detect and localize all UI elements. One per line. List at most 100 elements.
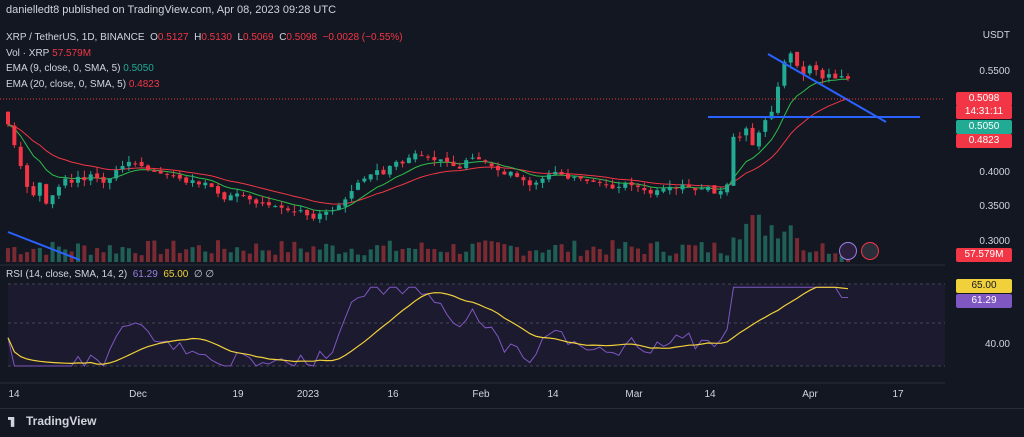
candle-body [464,160,469,169]
volume-bar [489,241,494,262]
candle-body [846,76,850,79]
high-value: 0.5130 [201,32,232,43]
candle-body [266,202,271,206]
price-chart[interactable] [0,0,1024,408]
candle-body [228,195,233,201]
candle-body [133,163,138,165]
rsi-ma-line [7,286,849,365]
volume-bar [381,245,386,262]
us-flag-event-icon[interactable] [861,242,879,260]
candle-body [298,210,303,212]
volume-bar [317,249,322,262]
y-tick: 0.4000 [979,167,1010,178]
volume-bar [82,245,87,262]
x-tick: 14 [547,389,559,400]
volume-bar [731,237,736,262]
candle-body [642,187,647,191]
y-tick: 0.5500 [979,66,1010,77]
ema9-label[interactable]: EMA (9, close, 0, SMA, 5) [6,63,121,74]
volume-bar [349,248,354,262]
candle-body [623,183,628,188]
volume-bar [235,247,240,262]
candle-body [196,181,201,185]
candle-body [311,213,316,219]
volume-bar [400,248,405,262]
ema20-label[interactable]: EMA (20, close, 0, SMA, 5) [6,78,127,90]
candle-body [152,170,157,172]
volume-bar [566,251,570,262]
volume-bar [44,254,49,262]
volume-bar [133,253,138,262]
volume-bar [807,252,812,262]
y-tick: 0.3500 [979,201,1010,212]
lightning-event-icon[interactable] [839,242,857,260]
rsi-label[interactable]: RSI (14, close, SMA, 14, 2) [6,269,128,280]
candle-body [807,65,812,74]
candle-body [387,166,392,175]
ema20-price-tag: 0.4823 [956,134,1012,148]
volume-bar [18,254,23,262]
volume-bar [419,242,424,262]
candle-body [667,186,672,191]
volume-bar [578,255,583,262]
volume-bar [585,250,590,262]
candle-body [343,199,348,207]
candle-body [712,185,717,194]
candle-body [731,136,736,186]
price-pane [0,0,945,265]
volume-bar [737,239,742,262]
volume-bar [152,240,157,262]
volume-label[interactable]: Vol · XRP [6,47,50,59]
last-price-tag: 0.5098 [956,92,1012,106]
candle-body [432,157,437,161]
volume-bar [101,252,106,262]
volume-bar [171,240,176,262]
volume-bar [146,240,150,262]
candle-body [286,208,290,211]
volume-bar [222,248,227,262]
rsi-ma-tag: 65.00 [956,279,1012,293]
volume-bar [718,253,723,262]
candle-body [515,173,520,177]
volume-bar [139,255,144,262]
rsi-tag: 61.29 [956,294,1012,308]
candle-body [50,195,55,205]
symbol-label[interactable]: XRP / TetherUS, 1D, BINANCE [6,32,145,43]
candle-body [165,173,170,175]
candle-body [457,166,462,169]
candle-body [674,187,679,189]
volume-bar [826,253,831,262]
candle-body [788,53,793,63]
volume-bar [12,247,17,262]
volume-bar [699,242,704,262]
candle-body [820,69,825,79]
volume-bar [336,253,341,262]
candle-body [324,211,329,215]
volume-bar [693,245,698,262]
x-tick: 16 [387,389,399,400]
candle-body [616,186,621,188]
countdown-tag: 14:31:11 [956,105,1012,119]
candle-body [216,186,220,194]
volume-bar [196,245,201,262]
volume-bar [839,255,844,262]
volume-bar [629,246,634,262]
volume-bar [814,251,819,262]
open-value: 0.5127 [157,32,189,43]
volume-bar [6,248,10,262]
x-tick: Apr [802,389,818,400]
volume-bar [527,250,532,262]
volume-bar [591,246,596,262]
volume-bar [247,253,252,262]
volume-bar [241,250,246,262]
tradingview-logo[interactable]: TradingView [8,414,96,428]
rsi-legend: RSI (14, close, SMA, 14, 2) 61.29 65.00 … [6,269,214,280]
candle-body [826,74,831,78]
volume-bar [756,214,761,262]
volume-bar [324,243,329,262]
volume-bar [387,240,392,262]
volume-bar [680,244,685,262]
volume-bar [50,241,55,262]
volume-bar [553,245,558,262]
x-tick: 14 [704,389,716,400]
